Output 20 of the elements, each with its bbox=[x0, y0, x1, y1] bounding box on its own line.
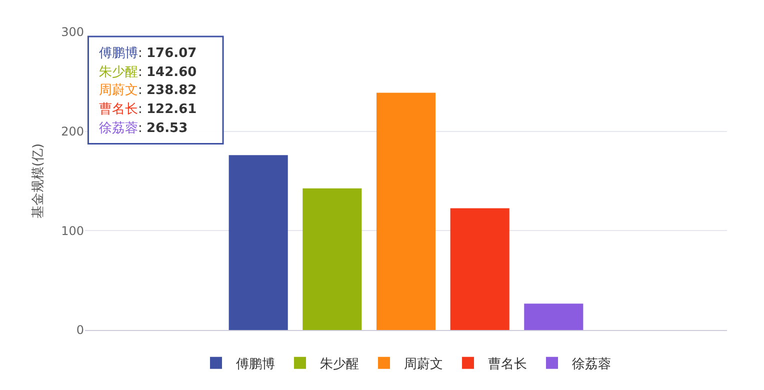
annotation: 朱少醒: 142.60 bbox=[99, 65, 197, 80]
legend-label: 周蔚文 bbox=[404, 356, 443, 372]
annotation: 曹名长: 122.61 bbox=[99, 102, 197, 117]
bar bbox=[228, 155, 288, 330]
legend-label: 朱少醒 bbox=[320, 356, 359, 372]
annotation: 傅鹏博: 176.07 bbox=[99, 46, 197, 61]
annotation: 周蔚文: 238.82 bbox=[99, 83, 197, 98]
bar bbox=[376, 92, 436, 330]
legend-label: 徐荔蓉 bbox=[572, 356, 611, 372]
y-tick-label: 0 bbox=[76, 323, 84, 338]
legend-label: 曹名长 bbox=[488, 356, 527, 372]
bar bbox=[450, 208, 510, 330]
bar bbox=[302, 188, 362, 330]
bar bbox=[524, 304, 584, 330]
y-tick-label: 200 bbox=[61, 124, 84, 139]
y-axis-title: 基金规模(亿) bbox=[31, 143, 46, 219]
annotation: 徐荔蓉: 26.53 bbox=[99, 121, 188, 136]
legend-label: 傅鹏博 bbox=[236, 356, 275, 372]
y-tick-label: 100 bbox=[61, 224, 84, 238]
y-tick-label: 300 bbox=[61, 25, 84, 40]
